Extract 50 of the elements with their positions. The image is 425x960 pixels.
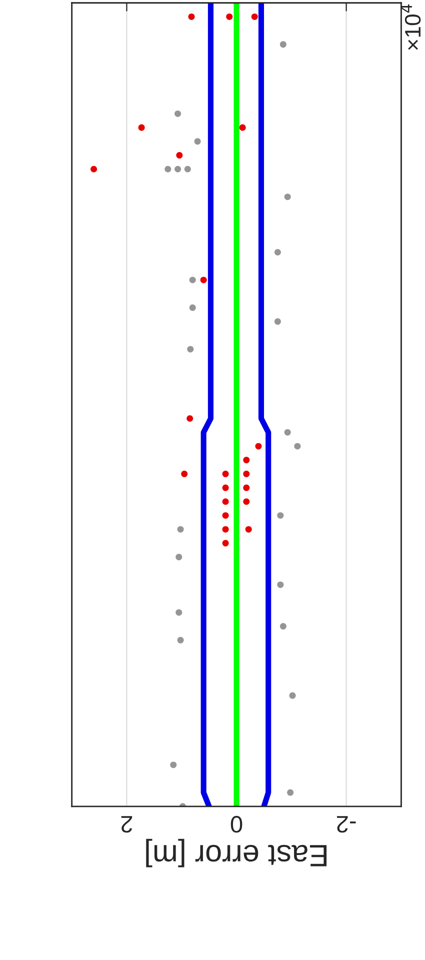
- point: [280, 623, 286, 630]
- point: [170, 762, 177, 768]
- point: [189, 304, 196, 311]
- point: [187, 346, 194, 352]
- point: [255, 442, 262, 450]
- point: [186, 415, 194, 422]
- point: [222, 484, 229, 492]
- point: [176, 152, 183, 159]
- point: [274, 318, 281, 325]
- point: [243, 470, 250, 478]
- point: [177, 636, 184, 644]
- point: [243, 498, 250, 505]
- point: [181, 470, 188, 478]
- point: [188, 13, 195, 20]
- point: [251, 13, 258, 20]
- point: [277, 581, 284, 588]
- point: [176, 609, 182, 616]
- point: [287, 789, 294, 796]
- point: [284, 194, 291, 200]
- point: [222, 512, 229, 519]
- point: [176, 554, 182, 560]
- point: [294, 442, 301, 450]
- point: [174, 110, 182, 117]
- point: [189, 276, 196, 284]
- point: [239, 124, 246, 131]
- point: [194, 138, 201, 145]
- point: [277, 512, 284, 519]
- point: [164, 166, 172, 172]
- point: [226, 13, 233, 20]
- point: [289, 692, 296, 699]
- x-axis-title: East error [m]: [146, 838, 327, 868]
- point: [222, 470, 229, 478]
- point: [222, 540, 229, 546]
- point: [184, 166, 191, 172]
- point: [222, 498, 229, 505]
- point: [280, 41, 286, 48]
- point: [274, 248, 281, 256]
- point: [243, 456, 250, 464]
- point: [177, 526, 184, 533]
- point: [284, 429, 291, 436]
- point: [222, 526, 229, 533]
- point: [138, 124, 145, 131]
- point: [174, 166, 182, 172]
- point: [243, 484, 250, 492]
- x-tick-label: 0: [230, 816, 242, 833]
- point: [200, 276, 207, 284]
- point: [245, 526, 252, 533]
- x-tick-label: 2: [121, 816, 132, 833]
- x-tick-label: -2: [336, 816, 356, 833]
- point: [90, 166, 98, 172]
